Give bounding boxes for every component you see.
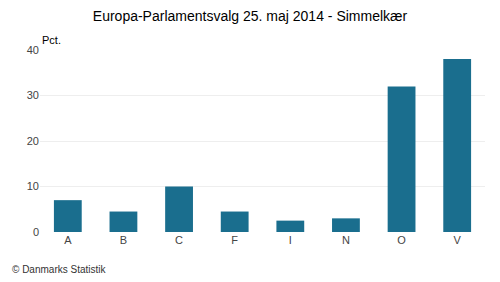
svg-text:20: 20 [27, 135, 39, 147]
svg-text:F: F [231, 234, 238, 246]
svg-text:O: O [397, 234, 406, 246]
svg-text:Europa-Parlamentsvalg 25. maj: Europa-Parlamentsvalg 25. maj 2014 - Sim… [93, 8, 408, 24]
svg-text:30: 30 [27, 89, 39, 101]
svg-text:0: 0 [33, 226, 39, 238]
svg-text:Pct.: Pct. [42, 34, 61, 46]
svg-text:I: I [289, 234, 292, 246]
svg-text:40: 40 [27, 44, 39, 56]
svg-text:A: A [64, 234, 72, 246]
svg-text:N: N [342, 234, 350, 246]
svg-text:V: V [454, 234, 462, 246]
svg-text:10: 10 [27, 180, 39, 192]
svg-text:B: B [120, 234, 127, 246]
svg-text:C: C [175, 234, 183, 246]
svg-text:© Danmarks Statistik: © Danmarks Statistik [12, 264, 107, 275]
